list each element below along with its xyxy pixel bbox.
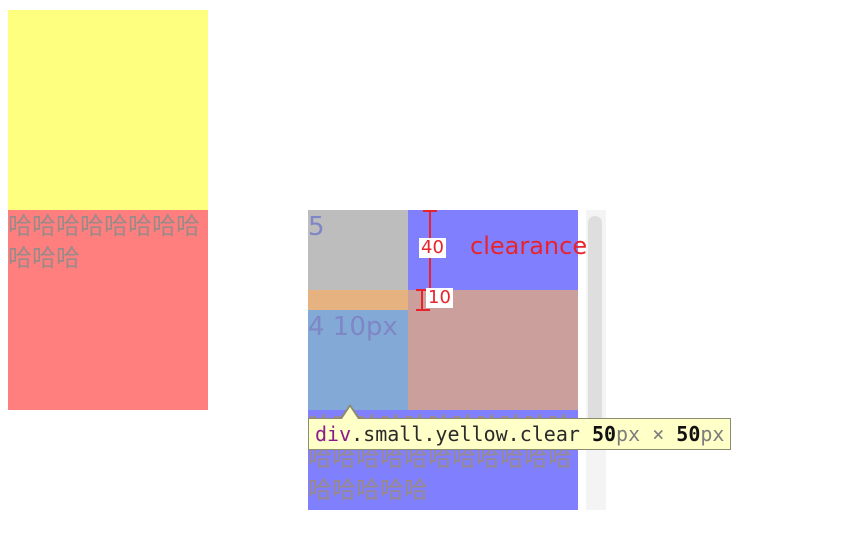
- gray-float-box: [308, 210, 408, 290]
- tooltip-times: ×: [652, 422, 665, 446]
- measure-10-line: [421, 290, 423, 310]
- yellow-float-box: [8, 10, 208, 210]
- measure-mid-tick: [416, 289, 430, 291]
- label-5: 5: [308, 212, 325, 242]
- pink-clear-box: [408, 290, 578, 410]
- clearance-label: clearance: [470, 232, 588, 260]
- measure-40-label: 40: [419, 237, 446, 258]
- right-demo-container: 5 4 10px 哈哈哈哈哈哈哈哈哈哈哈哈哈哈哈哈哈哈哈哈哈哈哈哈哈哈哈 40 …: [308, 210, 608, 510]
- scrollbar-thumb[interactable]: [588, 216, 602, 446]
- measure-bottom-tick: [416, 309, 430, 311]
- inspector-tooltip: div .small.yellow.clear 50 px × 50 px: [308, 418, 732, 450]
- measure-10-label: 10: [426, 287, 453, 308]
- highlighted-element-box: [308, 310, 408, 410]
- tooltip-width-value: 50: [591, 422, 617, 446]
- tooltip-height-value: 50: [676, 422, 701, 446]
- tooltip-height-unit: px: [700, 422, 725, 446]
- tooltip-classes: .small.yellow.clear: [351, 422, 580, 446]
- tooltip-width-unit: px: [616, 422, 641, 446]
- red-block-box: [8, 210, 208, 410]
- left-cjk-text: 哈哈哈哈哈哈哈哈哈哈哈: [8, 212, 200, 272]
- label-4-10px: 4 10px: [308, 312, 398, 342]
- margin-highlight-strip: [308, 290, 408, 310]
- tooltip-tag: div: [315, 422, 352, 446]
- tooltip-arrow-fill: [342, 407, 358, 419]
